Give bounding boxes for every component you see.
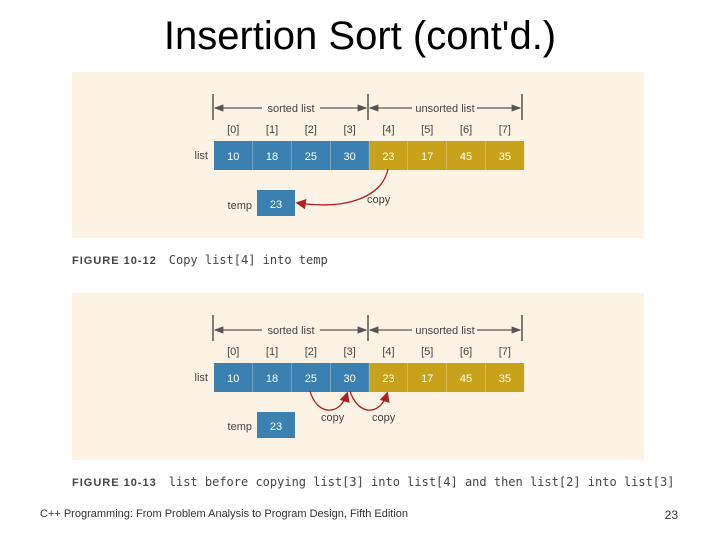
cell-value: 23: [382, 373, 394, 385]
temp-value: 23: [270, 199, 282, 211]
unsorted-list-label: unsorted list: [415, 325, 474, 337]
temp-label: temp: [228, 200, 252, 212]
copy-label: copy: [367, 194, 391, 206]
cell-value: 10: [227, 373, 239, 385]
index-label: [1]: [266, 346, 278, 358]
index-label: [4]: [382, 124, 394, 136]
index-label: [0]: [227, 124, 239, 136]
unsorted-list-label: unsorted list: [415, 103, 474, 115]
copy-label: copy: [372, 412, 396, 424]
index-label: [2]: [305, 124, 317, 136]
sorted-cell: [330, 141, 369, 170]
sorted-cell: [252, 141, 292, 170]
figure-10-13-caption: FIGURE 10-13 list before copying list[3] …: [72, 475, 674, 489]
cell-value: 35: [499, 373, 511, 385]
figure-10-13: sorted list unsorted list [0] [1] [2] [3] [4…: [72, 293, 644, 460]
cell-value: 45: [460, 151, 472, 163]
temp-cell: [257, 190, 295, 216]
unsorted-cell: [446, 363, 486, 392]
sorted-cell: [252, 363, 292, 392]
cell-value: 10: [227, 151, 239, 163]
cell-value: 18: [266, 151, 278, 163]
page-number: 23: [664, 508, 678, 522]
unsorted-cell: [485, 141, 525, 170]
unsorted-cell: [369, 141, 408, 170]
cell-value: 23: [382, 151, 394, 163]
cell-value: 17: [421, 151, 433, 163]
sorted-cell: [330, 363, 369, 392]
figure-10-12-caption: FIGURE 10-12 Copy list[4] into temp: [72, 253, 328, 267]
cell-value: 30: [344, 373, 356, 385]
index-label: [2]: [305, 346, 317, 358]
cell-value: 30: [344, 151, 356, 163]
caption-number: FIGURE 10-13: [72, 477, 157, 489]
index-label: [3]: [344, 346, 356, 358]
sorted-list-label: sorted list: [267, 103, 314, 115]
cell-value: 18: [266, 373, 278, 385]
cell-value: 25: [305, 373, 317, 385]
index-label: [1]: [266, 124, 278, 136]
figure-10-12-diagram: sorted list unsorted list [0] [1] [2] [3] [4…: [195, 94, 525, 216]
caption-text: list before copying list[3] into list[4]…: [168, 475, 675, 489]
sorted-cell: [291, 363, 331, 392]
sorted-cell: [214, 141, 253, 170]
index-label: [6]: [460, 346, 472, 358]
cell-value: 35: [499, 151, 511, 163]
index-label: [6]: [460, 124, 472, 136]
slide-title: Insertion Sort (cont'd.): [163, 14, 557, 58]
list-label: list: [195, 372, 208, 384]
index-label: [7]: [499, 124, 511, 136]
copy-arrow-2-to-3: [309, 390, 350, 411]
unsorted-cell: [485, 363, 525, 392]
sorted-cell: [291, 141, 331, 170]
sorted-list-label: sorted list: [267, 325, 314, 337]
index-label: [5]: [421, 124, 433, 136]
unsorted-cell: [446, 141, 486, 170]
unsorted-cell: [408, 363, 447, 392]
sorted-cell: [214, 363, 253, 392]
index-label: [4]: [382, 346, 394, 358]
cell-value: 45: [460, 373, 472, 385]
cell-value: 17: [421, 373, 433, 385]
list-label: list: [195, 150, 208, 162]
cell-value: 25: [305, 151, 317, 163]
copy-arrow-3-to-4: [349, 390, 390, 411]
figure-10-13-diagram: sorted list unsorted list [0] [1] [2] [3] [4…: [195, 315, 525, 438]
caption-text: Copy list[4] into temp: [168, 253, 328, 267]
temp-value: 23: [270, 421, 282, 433]
unsorted-cell: [408, 141, 447, 170]
index-label: [3]: [344, 124, 356, 136]
figure-10-12: sorted list unsorted list [0] [1] [2] [3] [4…: [72, 72, 644, 238]
index-label: [0]: [227, 346, 239, 358]
unsorted-cell: [369, 363, 408, 392]
copy-arrow: [295, 168, 389, 210]
index-label: [5]: [421, 346, 433, 358]
index-label: [7]: [499, 346, 511, 358]
caption-number: FIGURE 10-12: [72, 255, 157, 267]
slide-footer: C++ Programming: From Problem Analysis t…: [40, 508, 409, 520]
temp-label: temp: [228, 421, 252, 433]
copy-label: copy: [321, 412, 345, 424]
temp-cell: [257, 412, 295, 438]
